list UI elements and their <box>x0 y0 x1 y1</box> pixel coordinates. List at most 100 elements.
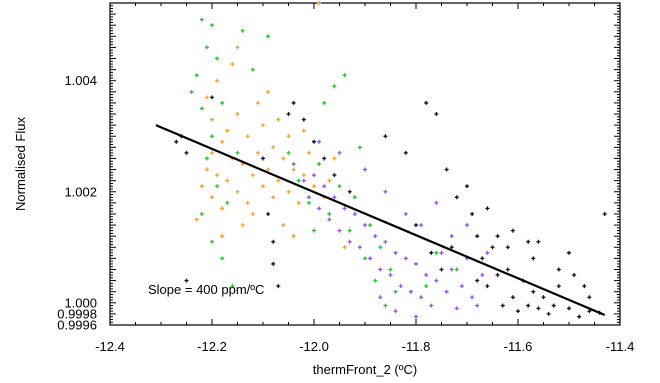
data-point <box>306 195 311 200</box>
data-point <box>378 267 383 272</box>
data-point <box>475 303 480 308</box>
data-point <box>424 100 429 105</box>
plot-frame <box>109 2 621 326</box>
data-point <box>434 278 439 283</box>
data-point <box>342 206 347 211</box>
data-point <box>174 139 179 144</box>
data-point <box>342 245 347 250</box>
x-tick-label: -12.4 <box>95 339 125 354</box>
data-point <box>322 184 327 189</box>
data-point <box>199 17 204 22</box>
data-point <box>301 117 306 122</box>
data-point <box>378 245 383 250</box>
data-point <box>602 211 607 216</box>
data-point <box>261 123 265 128</box>
data-point <box>480 273 485 278</box>
data-point <box>266 89 271 94</box>
data-point <box>194 73 199 78</box>
data-point <box>312 184 316 189</box>
data-point <box>444 289 449 294</box>
data-point <box>439 250 444 255</box>
data-point <box>567 306 571 311</box>
data-point <box>347 239 352 244</box>
y-tick-label: 1.000 <box>64 295 97 310</box>
data-point <box>454 195 459 200</box>
data-point <box>587 295 592 300</box>
data-point <box>281 223 286 228</box>
data-point <box>189 89 194 94</box>
data-point <box>220 206 225 211</box>
data-point <box>291 234 296 239</box>
data-point <box>317 139 322 144</box>
data-point <box>383 303 388 308</box>
data-point <box>235 112 240 117</box>
x-tick-label: -12.0 <box>299 339 329 354</box>
data-point <box>567 250 571 255</box>
data-point <box>250 173 255 178</box>
data-point <box>414 223 418 228</box>
data-point <box>475 278 480 283</box>
data-point <box>403 150 408 155</box>
data-point <box>204 156 209 161</box>
data-point <box>235 189 240 194</box>
data-point <box>449 267 454 272</box>
data-point <box>393 289 398 294</box>
data-point <box>261 156 265 161</box>
data-point <box>230 62 235 67</box>
data-point <box>373 278 378 283</box>
data-point <box>332 84 337 89</box>
data-point <box>235 150 240 155</box>
data-point <box>352 211 357 216</box>
data-point <box>551 303 556 308</box>
data-point <box>536 306 541 311</box>
data-point <box>490 245 495 250</box>
data-point <box>480 256 485 261</box>
x-tick-label: -11.6 <box>504 339 533 354</box>
data-point <box>531 289 536 294</box>
data-point <box>454 306 459 311</box>
data-point <box>495 273 500 278</box>
data-point <box>276 178 281 183</box>
data-point <box>357 145 362 150</box>
trend-line <box>155 124 606 317</box>
data-point <box>347 189 352 194</box>
data-point <box>210 239 214 244</box>
data-point <box>485 284 490 289</box>
data-point <box>495 234 500 239</box>
data-point <box>572 273 577 278</box>
data-point <box>536 239 541 244</box>
data-point <box>199 106 204 111</box>
data-point <box>255 150 260 155</box>
data-point <box>444 167 449 172</box>
data-point <box>306 150 311 155</box>
data-point <box>327 211 332 216</box>
data-point <box>199 211 204 216</box>
data-point <box>403 256 408 261</box>
data-point <box>424 273 429 278</box>
data-point <box>312 173 316 178</box>
data-point <box>429 250 434 255</box>
data-point <box>383 239 388 244</box>
data-point <box>347 228 352 233</box>
data-point <box>266 34 271 39</box>
data-point <box>301 173 306 178</box>
slope-annotation: Slope = 400 ppm/ºC <box>148 282 264 297</box>
data-point <box>373 234 378 239</box>
data-point <box>556 267 561 272</box>
data-point <box>505 267 510 272</box>
data-point <box>184 150 189 155</box>
data-point <box>306 200 311 205</box>
data-point <box>465 184 469 189</box>
x-tick-label: -11.8 <box>402 339 431 354</box>
data-point <box>317 1 322 5</box>
data-point <box>210 134 214 139</box>
data-point <box>291 167 296 172</box>
data-point <box>368 223 373 228</box>
data-point <box>546 311 551 316</box>
data-point <box>322 100 327 105</box>
data-point <box>429 303 434 308</box>
data-point <box>352 195 357 200</box>
data-point <box>210 23 214 28</box>
data-point <box>388 273 393 278</box>
